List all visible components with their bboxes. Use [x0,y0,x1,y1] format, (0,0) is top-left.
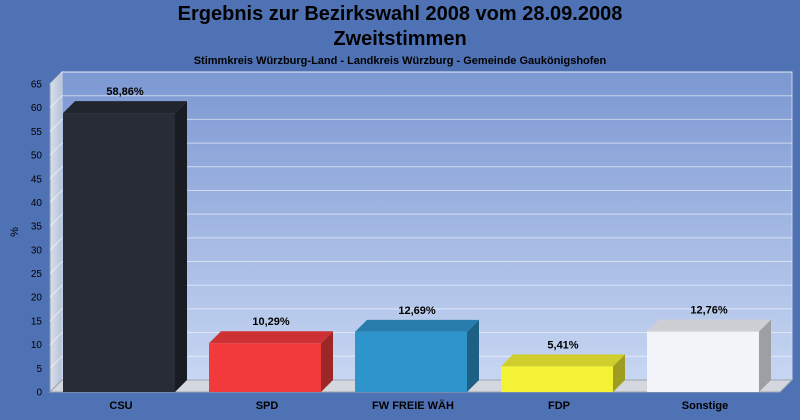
y-tick-label: 0 [36,388,42,399]
gridline [49,284,792,298]
bar-side [175,101,187,393]
y-tick-label: 30 [31,245,43,256]
data-label: 58,86% [106,86,144,98]
data-label: 12,76% [690,305,728,317]
gridline [49,142,792,156]
y-tick-label: 45 [31,174,43,185]
gridline [49,166,792,180]
bar-top [501,354,625,367]
bar-side [759,319,771,392]
bar-side [613,354,625,392]
bar-side [321,331,333,392]
y-tick-label: 60 [31,103,43,114]
gridline [49,213,792,227]
gridline [49,237,792,251]
bar [501,366,613,392]
chart-title: Ergebnis zur Bezirkswahl 2008 vom 28.09.… [177,3,623,25]
gridline [49,308,792,322]
y-tick-label: 25 [31,269,43,280]
x-tick-label: FW FREIE WÄH [372,399,454,412]
side-wall [49,70,63,394]
y-tick-label: 5 [36,364,42,375]
bar [355,331,467,392]
y-tick-label: 40 [31,198,43,209]
bar [209,343,321,392]
gridline [49,118,792,132]
bar [63,113,175,393]
data-label: 12,69% [398,305,436,317]
bar-top [647,319,771,332]
chart-title-line2: Zweitstimmen [333,28,467,50]
y-axis-label: % [8,227,21,237]
y-tick-label: 65 [31,80,43,91]
y-tick-label: 10 [31,340,43,351]
y-tick-label: 50 [31,151,43,162]
x-tick-label: CSU [109,400,132,412]
gridline [49,332,792,345]
bar [647,331,759,392]
gridline [49,189,792,203]
y-tick-label: 15 [31,316,43,327]
bar-top [355,319,479,332]
bar-top [209,331,333,344]
x-tick-label: FDP [548,400,570,412]
gridline [49,71,792,85]
gridline [49,261,792,274]
bar-top [63,101,187,114]
y-tick-label: 55 [31,127,43,138]
y-tick-label: 20 [31,293,43,304]
y-tick-label: 35 [31,222,43,233]
gridline [49,95,792,109]
x-tick-label: Sonstige [682,400,728,412]
data-label: 5,41% [547,339,578,351]
bar-side [467,319,479,392]
chart-subtitle: Stimmkreis Würzburg-Land - Landkreis Wür… [193,55,607,67]
data-label: 10,29% [252,316,290,328]
x-tick-label: SPD [256,400,279,412]
